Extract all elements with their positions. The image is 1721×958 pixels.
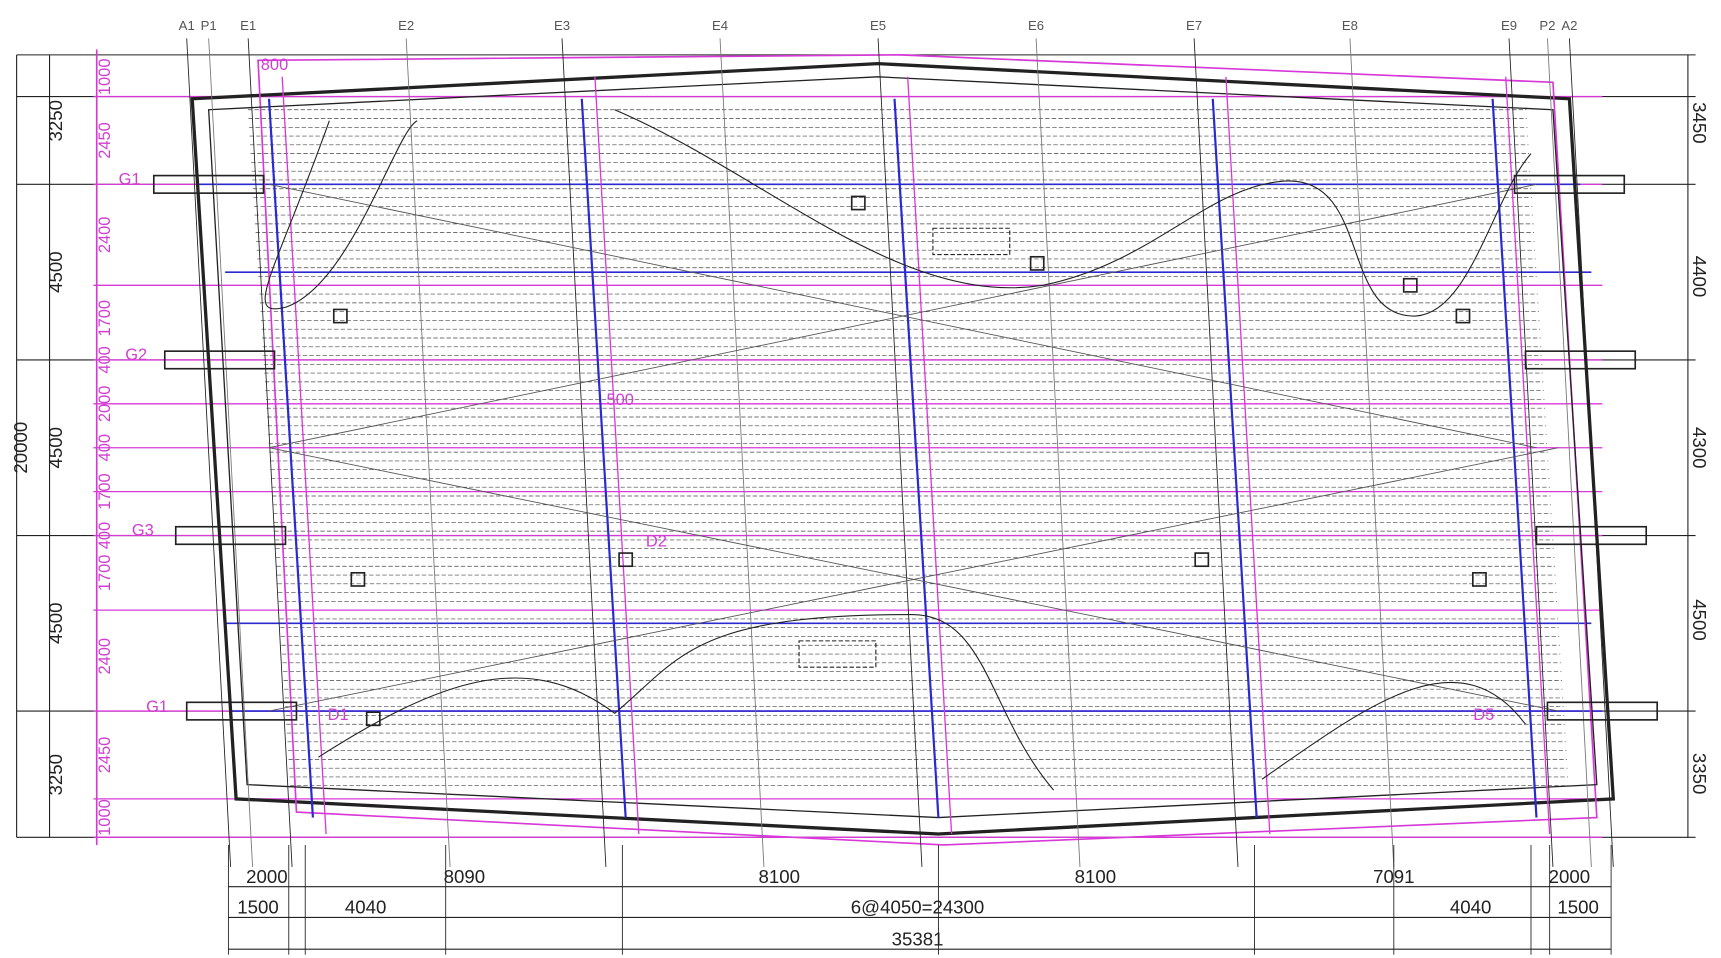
dimension-label: 8090 [444,866,485,887]
dimension-label: 20000 [10,422,31,474]
dimension-label: 1700 [96,555,114,592]
line [1569,38,1613,867]
dimension-label: 6@4050=24300 [851,897,984,918]
dimension-label: A2 [1561,18,1577,33]
line [1547,38,1591,867]
dimension-label: 4400 [1689,256,1710,297]
dimension-label: 4040 [1450,897,1491,918]
dimension-label: P2 [1539,18,1555,33]
curve [1262,682,1525,779]
anchor [1195,553,1208,566]
line [1506,77,1550,834]
drawing: A1 P1 E1 E2 E3 E4 E5 E6 E7 E8 E9 P2 A2 3250 4500 4500 45… [0,0,1721,958]
dimension-label: 4040 [345,897,386,918]
dimension-label: 1000 [96,799,114,836]
dimension-label: 8100 [759,866,800,887]
dimension-label: 4500 [45,427,66,468]
dimension-label: E5 [870,18,886,33]
dimension-label: 2000 [246,866,287,887]
dimension-label: 2450 [96,122,114,159]
dimension-label: E7 [1186,18,1202,33]
line [595,77,639,834]
dimension-label: 1700 [96,300,114,337]
dimension-label: E6 [1028,18,1044,33]
dimension-label: 8100 [1075,866,1116,887]
dimension-label: E4 [712,18,728,33]
dimension-label: 2000 [96,386,114,423]
dimension-label: 1500 [1557,897,1598,918]
dimension-label: G3 [132,521,154,539]
dimension-label: 4500 [45,251,66,292]
dimension-label: 4300 [1689,427,1710,468]
dimension-label: E3 [554,18,570,33]
dimension-label: D1 [328,706,349,724]
dimension-label: 2400 [96,638,114,675]
line [1226,77,1270,834]
dimension-label: A1 [179,18,195,33]
dimension-label: 3250 [45,100,66,141]
dimension-label: 1700 [96,473,114,510]
linework [17,38,1696,954]
dimension-label: 400 [96,346,114,373]
dimension-label: 4500 [45,603,66,644]
dimension-label: E9 [1501,18,1517,33]
dimension-label: G1 [119,170,141,188]
dimension-label: 4500 [1689,599,1710,640]
dimension-label: P1 [201,18,217,33]
dimension-label: 3250 [45,754,66,795]
page: A1 P1 E1 E2 E3 E4 E5 E6 E7 E8 E9 P2 A2 3250 4500 4500 45… [0,0,1721,958]
dimension-label: G2 [125,346,147,364]
dimension-label: 3450 [1689,102,1710,143]
dimension-label: G1 [146,698,168,716]
dimension-label: E8 [1342,18,1358,33]
line [187,38,231,867]
anchor [619,553,632,566]
dimension-label: 3350 [1689,753,1710,794]
dimension-label: 1500 [237,897,278,918]
dimension-label: 1000 [96,59,114,96]
dimension-label: 2400 [96,217,114,254]
dimension-label: 35381 [892,928,944,949]
dimension-label: D2 [646,532,667,550]
dimension-label: D5 [1473,706,1494,724]
dimension-label: 400 [96,522,114,549]
dimension-label: 2450 [96,737,114,774]
roof-outline [192,64,1613,834]
dimension-label: 7091 [1373,866,1414,887]
dimension-label: 500 [606,391,633,409]
dimension-label: 800 [261,56,288,74]
dimension-label: 400 [96,434,114,461]
labels: A1 P1 E1 E2 E3 E4 E5 E6 E7 E8 E9 P2 A2 3250 4500 4500 45… [10,18,1710,950]
dimension-label: E2 [398,18,414,33]
roof-edge-pink [258,55,1597,845]
anchor [367,712,380,725]
dimension-label: E1 [240,18,256,33]
anchor [852,196,865,209]
dimension-label: 2000 [1549,866,1590,887]
